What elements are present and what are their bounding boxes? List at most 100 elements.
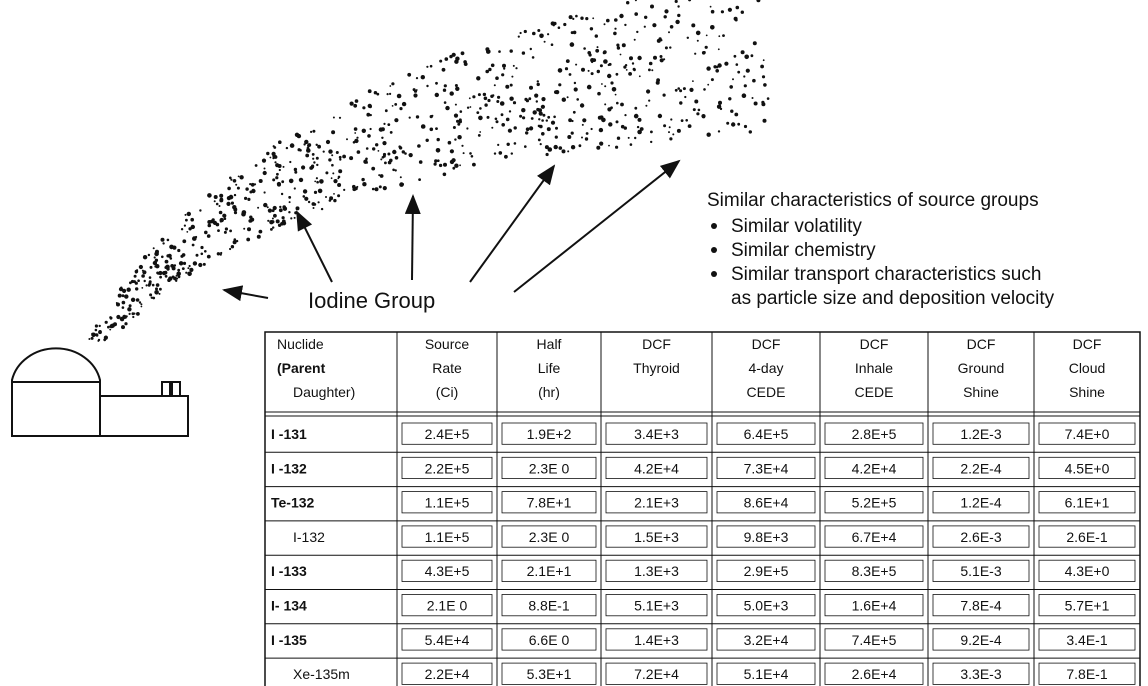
plume-dot [657, 113, 663, 119]
plume-dot [166, 254, 170, 258]
plume-dot [748, 130, 752, 134]
plume-dot [394, 103, 398, 106]
plume-dot [171, 266, 176, 271]
plume-dot [651, 69, 654, 72]
plume-dot [688, 125, 691, 128]
plume-dot [182, 261, 187, 265]
plume-dot [525, 131, 529, 135]
plume-dot [176, 277, 179, 280]
plume-dot [311, 153, 315, 156]
plume-dot [389, 131, 393, 134]
plume-dot [298, 177, 304, 183]
plume-dot [365, 147, 369, 150]
plume-dot [596, 69, 600, 74]
plume-dot [702, 51, 706, 54]
plume-dot [195, 253, 199, 257]
plume-dot [454, 163, 459, 168]
plume-dot [598, 127, 604, 133]
plume-dot [325, 171, 329, 175]
plume-dot [646, 89, 651, 94]
plume-dot [311, 202, 316, 206]
arrow [513, 159, 681, 293]
plume-dot [337, 194, 341, 198]
cell-box [932, 559, 1030, 582]
plume-dot [586, 84, 592, 90]
plume-dot [511, 75, 514, 78]
plume-dot [485, 69, 490, 74]
plume-dot [710, 78, 714, 82]
plume-dot [497, 143, 500, 146]
plume-dot [730, 109, 734, 113]
arrow [404, 194, 421, 281]
plume-dot [426, 65, 429, 68]
plume-dot [338, 155, 342, 159]
plume-dot [379, 174, 384, 178]
plume-dot [233, 238, 237, 241]
plume-dot [585, 17, 589, 21]
plume-dot [191, 243, 195, 247]
cell-box [401, 422, 493, 445]
plume-dot [706, 132, 711, 137]
plume-dot [634, 106, 638, 110]
plume-dot [389, 92, 392, 95]
plume-dot [495, 120, 499, 124]
cell-box [932, 422, 1030, 445]
plume-dot [278, 168, 281, 172]
plume-dot [536, 80, 539, 83]
plume-dot [200, 245, 204, 250]
bullet [711, 223, 717, 229]
plume-dot [604, 85, 607, 88]
plume-dot [478, 115, 483, 121]
plume-dot [333, 193, 335, 195]
plume-dot [228, 194, 234, 200]
plume-dot [675, 19, 680, 25]
plume-dot [706, 66, 711, 71]
table-cell: I -133 [271, 563, 307, 579]
plume-dot [399, 107, 403, 111]
plume-dot [501, 73, 505, 77]
plume-dot [110, 316, 113, 319]
plume-dot [497, 95, 501, 99]
plume-dot [732, 78, 734, 81]
plume-dot [717, 63, 722, 68]
plume-dot [317, 144, 321, 149]
plume-dot [117, 293, 122, 298]
cell-box [605, 662, 708, 685]
plume-dot [232, 205, 237, 210]
plume-dot [333, 179, 338, 184]
cell-box [401, 456, 493, 479]
plume-dot [362, 106, 366, 110]
plume-dot [538, 118, 541, 121]
plume-dot [249, 183, 252, 186]
plume-dot [152, 296, 156, 300]
table-cell: 5.1E-3 [960, 563, 1001, 579]
plume-dot [579, 103, 585, 108]
plume-dot [479, 131, 482, 133]
plume-dot [550, 43, 554, 46]
plume-dot [539, 143, 542, 146]
table-cell: 3.4E-1 [1066, 632, 1107, 648]
plume-dot [207, 220, 212, 224]
auxiliary-building [99, 395, 189, 437]
plume-dot [275, 176, 279, 180]
plume-dot [121, 294, 125, 298]
plume-dot [312, 157, 315, 160]
plume-dot [433, 162, 437, 166]
plume-dot [668, 131, 670, 134]
plume-dot [472, 95, 476, 99]
plume-dot [278, 140, 282, 144]
plume-dot [455, 56, 460, 61]
table-cell: 2.9E+5 [744, 563, 789, 579]
cell-box [501, 456, 597, 479]
plume-dot [177, 275, 181, 279]
plume-dot [500, 113, 504, 117]
plume-dot [596, 145, 601, 150]
plume-dot [330, 177, 333, 180]
plume-dot [249, 215, 253, 219]
plume-dot [128, 312, 131, 315]
plume-dot [629, 143, 633, 146]
plume-dot [133, 274, 137, 278]
plume-dot [156, 271, 160, 275]
plume-dot [226, 201, 231, 206]
plume-dot [628, 72, 632, 76]
